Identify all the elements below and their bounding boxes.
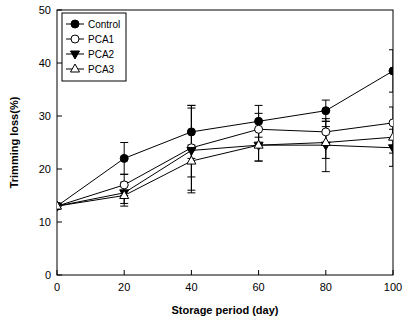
error-cap [255, 161, 263, 162]
error-cap [389, 92, 393, 93]
error-bar [120, 143, 128, 175]
x-tick-label: 0 [54, 281, 60, 293]
error-cap [120, 206, 128, 207]
y-tick-label: 30 [39, 110, 51, 122]
y-tick [57, 222, 62, 223]
plot-frame [57, 10, 393, 275]
point [187, 156, 196, 164]
point [120, 154, 128, 162]
x-tick [258, 270, 259, 275]
legend: Control PCA1 PCA2 PCA3 [62, 13, 126, 81]
legend-marker [71, 35, 79, 43]
x-tick-label: 60 [252, 281, 264, 293]
point [120, 191, 129, 199]
error-cap [187, 105, 195, 106]
error-cap [187, 108, 195, 109]
error-cap [322, 118, 330, 119]
error-bar [187, 145, 195, 177]
legend-label: Control [88, 19, 120, 30]
x-tick [325, 270, 326, 275]
y-tick-label: 0 [45, 269, 51, 281]
legend-label: PCA3 [88, 64, 115, 75]
error-bar [389, 50, 393, 92]
y-tick [57, 275, 62, 276]
point [187, 147, 196, 155]
error-bar [255, 129, 263, 161]
error-bar [322, 119, 330, 172]
plot-area [57, 50, 393, 211]
point [321, 138, 330, 146]
point [322, 128, 330, 136]
error-bar [187, 108, 195, 193]
x-tick [393, 270, 394, 275]
x-tick [124, 270, 125, 275]
point [389, 145, 394, 153]
point [255, 125, 263, 133]
y-tick [57, 169, 62, 170]
legend-label: PCA1 [88, 34, 115, 45]
error-cap [255, 105, 263, 106]
error-cap [322, 100, 330, 101]
x-tick [191, 270, 192, 275]
error-bar [322, 100, 330, 121]
chart: 0 10 20 30 40 50 0 20 40 60 80 100 Storage period (d… [0, 0, 414, 328]
point [255, 117, 263, 125]
error-bar [322, 127, 330, 159]
x-tick-label: 80 [320, 281, 332, 293]
error-cap [322, 171, 330, 172]
y-tick [57, 10, 62, 11]
x-tick-label: 20 [118, 281, 130, 293]
legend-marker [71, 64, 80, 72]
error-bar [255, 129, 263, 161]
error-cap [322, 126, 330, 127]
point [57, 202, 61, 210]
y-tick [57, 116, 62, 117]
error-cap [322, 158, 330, 159]
error-cap [120, 174, 128, 175]
error-cap [187, 192, 195, 193]
error-cap [389, 129, 393, 130]
error-cap [120, 174, 128, 175]
series-line [57, 123, 393, 206]
legend-marker [71, 20, 79, 28]
x-tick-label: 40 [185, 281, 197, 293]
point [322, 107, 330, 115]
error-cap [255, 161, 263, 162]
point [254, 140, 263, 148]
error-cap [389, 49, 393, 50]
error-cap [120, 142, 128, 143]
series-line [57, 71, 393, 206]
point [187, 128, 195, 136]
legend-label: PCA2 [88, 49, 115, 60]
legend-box [62, 13, 126, 81]
point [389, 67, 393, 75]
x-tick-label: 100 [384, 281, 402, 293]
error-cap [389, 166, 393, 167]
x-tick [57, 270, 58, 275]
point [120, 181, 128, 189]
point [57, 202, 61, 210]
point [389, 119, 393, 127]
series-line [57, 145, 393, 206]
error-bar [255, 105, 263, 137]
series-line [57, 137, 393, 206]
legend-marker [71, 51, 80, 59]
y-tick-label: 40 [39, 57, 51, 69]
error-cap [255, 113, 263, 114]
error-cap [187, 176, 195, 177]
point [57, 201, 62, 209]
point [389, 132, 394, 140]
x-axis-label: Storage period (day) [172, 304, 279, 316]
y-tick [57, 63, 62, 64]
y-tick-label: 20 [39, 163, 51, 175]
error-cap [389, 106, 393, 107]
y-axis-label: Trimming loss(%) [8, 96, 20, 188]
error-cap [187, 105, 195, 106]
point [120, 190, 129, 198]
y-tick-label: 50 [39, 4, 51, 16]
y-tick-label: 10 [39, 216, 51, 228]
